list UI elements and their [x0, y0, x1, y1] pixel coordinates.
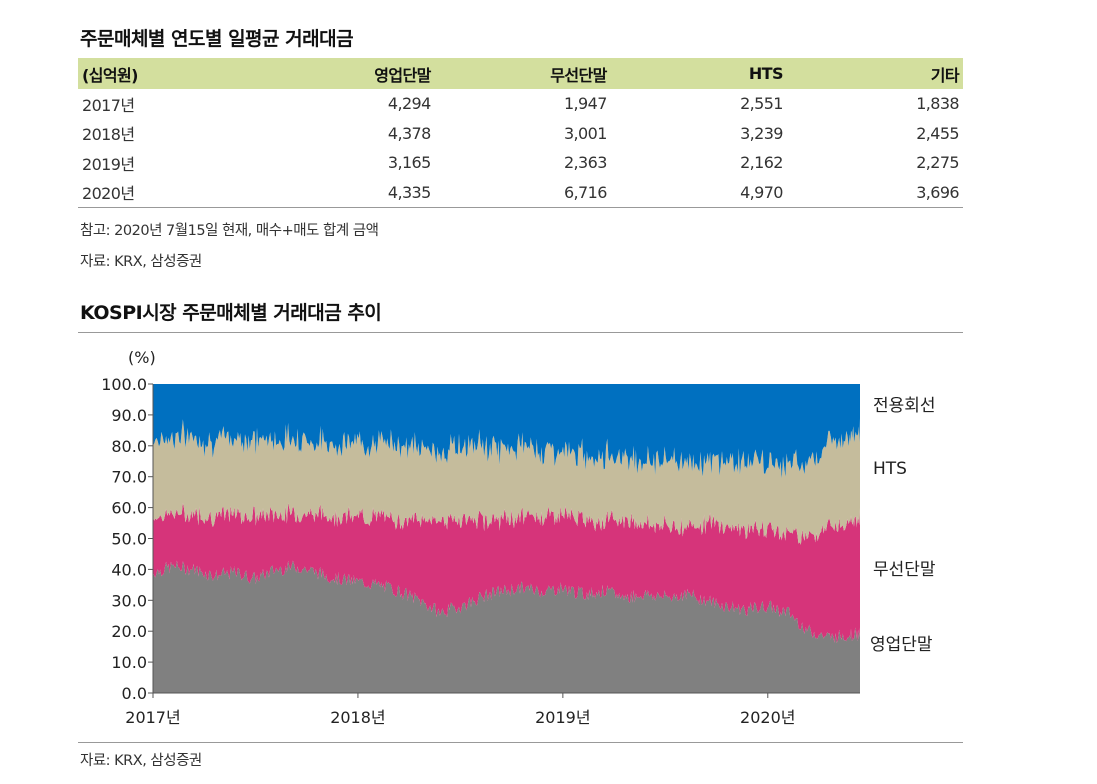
- cell-value: 2,551: [740, 94, 783, 114]
- header-mobile: 무선단말: [550, 65, 607, 85]
- y-tick-label: 40.0: [111, 560, 147, 579]
- cell-value: 4,335: [220, 177, 435, 208]
- cell-value: 2,455: [916, 123, 959, 143]
- table-row: 2018년 4,378 3,001 3,239 2,455: [78, 119, 963, 149]
- stacked-area-chart: 100.0 90.0 80.0 70.0 60.0 50.0 40.0 30.0 20.0 10.…: [101, 348, 936, 727]
- table-source: 자료: KRX, 삼성증권: [80, 254, 202, 270]
- table-title: 주문매체별 연도별 일평균 거래대금: [80, 28, 354, 50]
- x-tick-label: 2020년: [740, 708, 795, 727]
- x-tick-label: 2018년: [330, 708, 385, 727]
- cell-value: 4,294: [387, 94, 431, 114]
- cell-value: 6,716: [434, 177, 611, 208]
- row-year: 2018년: [82, 125, 135, 145]
- header-unit: (십억원): [82, 65, 138, 85]
- cell-value: 3,165: [387, 153, 431, 173]
- x-tick-label: 2017년: [125, 708, 180, 727]
- table-header-row: (십억원) 영업단말 무선단말 HTS 기타: [78, 58, 963, 89]
- chart-title: KOSPI시장 주문매체별 거래대금 추이: [80, 302, 382, 324]
- volume-table: (십억원) 영업단말 무선단말 HTS 기타 2017년 4,294 1,947…: [78, 58, 963, 208]
- header-other: 기타: [930, 65, 960, 85]
- row-year: 2017년: [82, 95, 135, 115]
- label-hts: HTS: [873, 459, 907, 479]
- y-tick-label: 30.0: [111, 591, 147, 610]
- table-row: 2020년 4,335 6,716 4,970 3,696: [78, 177, 963, 208]
- y-tick-label: 90.0: [111, 406, 147, 425]
- label-branch-terminal: 영업단말: [870, 635, 933, 655]
- cell-value: 3,696: [786, 177, 963, 208]
- table-row: 2017년 4,294 1,947 2,551 1,838: [78, 89, 963, 119]
- area-dedicated-line: [153, 384, 860, 479]
- x-tick-label: 2019년: [535, 708, 590, 727]
- area-branch-terminal: [153, 560, 860, 693]
- header-branch-terminal: 영업단말: [374, 65, 431, 85]
- label-dedicated-line: 전용회선: [873, 396, 936, 416]
- cell-value: 4,970: [610, 177, 787, 208]
- cell-value: 1,947: [563, 94, 607, 114]
- divider: [78, 332, 963, 333]
- cell-value: 3,239: [740, 123, 783, 143]
- divider: [78, 742, 963, 743]
- cell-value: 1,838: [916, 94, 959, 114]
- row-year: 2020년: [78, 177, 221, 208]
- area-mobile: [153, 502, 860, 644]
- table-row: 2019년 3,165 2,363 2,162 2,275: [78, 148, 963, 178]
- chart-source: 자료: KRX, 삼성증권: [80, 753, 202, 769]
- y-tick-label: 10.0: [111, 653, 147, 672]
- header-hts: HTS: [748, 64, 784, 83]
- row-year: 2019년: [82, 154, 135, 174]
- y-axis-label: (%): [128, 348, 156, 367]
- y-tick-label: 60.0: [111, 499, 147, 518]
- y-tick-label: 70.0: [111, 468, 147, 487]
- y-tick-label: 80.0: [111, 437, 147, 456]
- y-tick-label: 20.0: [111, 622, 147, 641]
- cell-value: 2,162: [740, 153, 783, 173]
- label-mobile: 무선단말: [873, 560, 936, 580]
- area-hts: [153, 418, 860, 545]
- y-tick-label: 100.0: [101, 375, 147, 394]
- table-note: 참고: 2020년 7월15일 현재, 매수+매도 합계 금액: [80, 223, 379, 239]
- cell-value: 4,378: [387, 123, 431, 143]
- y-tick-label: 50.0: [111, 530, 147, 549]
- cell-value: 2,363: [563, 153, 607, 173]
- y-tick-label: 0.0: [122, 684, 147, 703]
- cell-value: 3,001: [563, 123, 607, 143]
- cell-value: 2,275: [916, 153, 959, 173]
